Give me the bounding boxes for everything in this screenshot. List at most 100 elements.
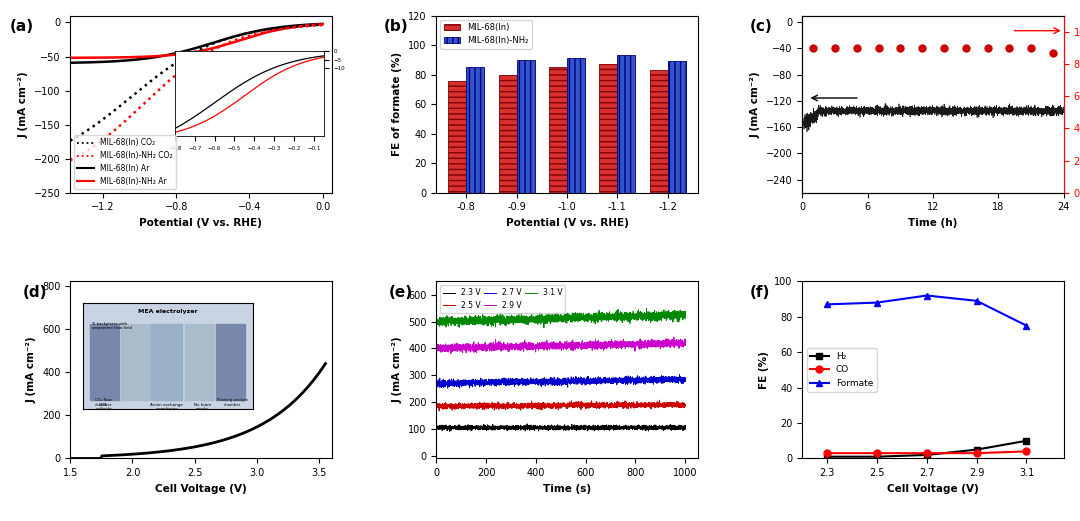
2.9 V <box>536 343 549 349</box>
2.9 V <box>473 341 486 348</box>
2.7 V <box>674 376 687 382</box>
CO <box>920 450 933 456</box>
2.5 V <box>433 408 446 414</box>
Point <box>914 44 931 52</box>
Formate <box>970 297 983 304</box>
2.3 V <box>526 424 539 430</box>
3.1 V <box>538 325 551 331</box>
2.9 V <box>444 350 457 356</box>
Line: Formate: Formate <box>824 292 1030 329</box>
2.9 V <box>430 344 443 350</box>
2.5 V <box>653 397 666 403</box>
Formate <box>1020 322 1032 329</box>
2.3 V <box>443 428 456 435</box>
Line: 3.1 V: 3.1 V <box>436 308 686 328</box>
H₂ <box>870 454 883 460</box>
Point <box>978 44 996 52</box>
CO <box>870 450 883 456</box>
2.5 V <box>525 406 538 412</box>
3.1 V <box>430 314 443 320</box>
2.3 V <box>521 421 534 427</box>
Formate <box>821 301 834 307</box>
Formate <box>870 300 883 306</box>
Point <box>892 44 909 52</box>
X-axis label: Time (s): Time (s) <box>543 484 591 494</box>
Line: 2.7 V: 2.7 V <box>436 375 686 388</box>
Line: 2.3 V: 2.3 V <box>436 424 686 431</box>
H₂ <box>920 452 933 458</box>
Text: (c): (c) <box>750 19 773 34</box>
2.3 V <box>537 426 550 432</box>
Legend: MIL-68(In) CO₂, MIL-68(In)-NH₂ CO₂, MIL-68(In) Ar, MIL-68(In)-NH₂ Ar: MIL-68(In) CO₂, MIL-68(In)-NH₂ CO₂, MIL-… <box>75 135 176 189</box>
Text: (a): (a) <box>10 19 33 34</box>
2.7 V <box>430 382 443 389</box>
Point <box>848 44 865 52</box>
Point <box>805 44 822 52</box>
2.5 V <box>679 402 692 408</box>
2.7 V <box>525 378 538 384</box>
2.3 V <box>458 425 471 431</box>
2.5 V <box>536 403 549 410</box>
Bar <box>467 67 485 193</box>
3.1 V <box>640 305 653 312</box>
Y-axis label: FE of formate (%): FE of formate (%) <box>392 52 403 156</box>
Text: (b): (b) <box>384 19 408 34</box>
Text: (e): (e) <box>389 285 414 300</box>
H₂ <box>821 454 834 460</box>
2.9 V <box>679 338 692 344</box>
Point <box>957 44 974 52</box>
Line: 2.9 V: 2.9 V <box>436 337 686 353</box>
2.3 V <box>679 424 692 430</box>
2.5 V <box>473 401 486 407</box>
3.1 V <box>458 316 471 322</box>
X-axis label: Cell Voltage (V): Cell Voltage (V) <box>156 484 247 494</box>
3.1 V <box>473 319 486 326</box>
3.1 V <box>674 310 687 316</box>
Bar <box>448 81 467 193</box>
Y-axis label: FE (%): FE (%) <box>758 351 769 389</box>
2.7 V <box>673 371 686 378</box>
Point <box>1044 48 1062 57</box>
3.1 V <box>536 313 549 319</box>
2.9 V <box>525 343 538 349</box>
CO <box>1020 448 1032 454</box>
Point <box>1023 44 1040 52</box>
Text: (f): (f) <box>750 285 770 300</box>
CO <box>821 450 834 456</box>
3.1 V <box>647 309 660 315</box>
Legend: 2.3 V, 2.5 V, 2.7 V, 2.9 V, 3.1 V: 2.3 V, 2.5 V, 2.7 V, 2.9 V, 3.1 V <box>440 285 566 313</box>
H₂ <box>970 446 983 453</box>
Line: 2.5 V: 2.5 V <box>436 400 686 411</box>
3.1 V <box>525 315 538 321</box>
Legend: H₂, CO, Formate: H₂, CO, Formate <box>807 348 877 392</box>
Point <box>826 44 843 52</box>
Bar <box>599 64 618 193</box>
2.7 V <box>647 375 660 381</box>
Bar <box>499 75 516 193</box>
Point <box>870 44 888 52</box>
X-axis label: Potential (V vs. RHE): Potential (V vs. RHE) <box>505 218 629 228</box>
Line: H₂: H₂ <box>824 437 1030 460</box>
X-axis label: Potential (V vs. RHE): Potential (V vs. RHE) <box>139 218 262 228</box>
Bar <box>516 60 535 193</box>
Bar <box>567 58 585 193</box>
Text: (d): (d) <box>23 285 48 300</box>
Y-axis label: J (mA cm⁻²): J (mA cm⁻²) <box>18 71 28 138</box>
2.3 V <box>647 423 660 429</box>
2.3 V <box>430 425 443 431</box>
Bar <box>649 70 667 193</box>
2.7 V <box>442 385 455 391</box>
Bar <box>667 61 686 193</box>
Formate <box>920 292 933 299</box>
2.3 V <box>473 425 486 431</box>
Legend: MIL-68(In), MIL-68(In)-NH₂: MIL-68(In), MIL-68(In)-NH₂ <box>441 20 531 48</box>
3.1 V <box>679 316 692 322</box>
2.7 V <box>458 378 471 384</box>
2.5 V <box>674 403 687 409</box>
Bar <box>549 67 567 193</box>
Point <box>935 44 953 52</box>
2.5 V <box>647 401 660 407</box>
Y-axis label: J (mA cm⁻²): J (mA cm⁻²) <box>26 337 37 403</box>
2.3 V <box>674 425 687 431</box>
H₂ <box>1020 438 1032 444</box>
